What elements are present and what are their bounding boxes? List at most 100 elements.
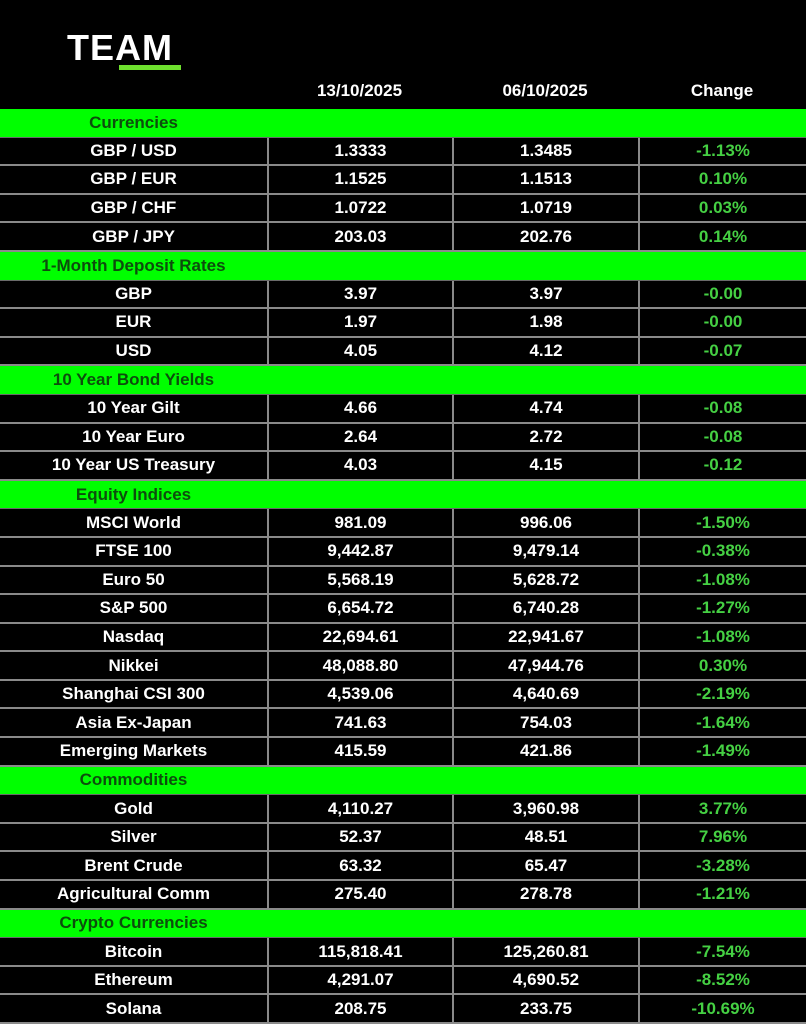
row-label: Silver	[110, 827, 157, 847]
row-label: Brent Crude	[84, 855, 183, 875]
current-value: 9,442.87	[267, 537, 452, 565]
table-row: GBP 3.97 3.97 -0.00	[0, 280, 806, 310]
previous-value: 233.75	[452, 995, 638, 1022]
row-label: Bitcoin	[104, 941, 163, 961]
section-header: Commodities	[0, 766, 806, 796]
row-label: Agricultural Comm	[56, 884, 211, 904]
current-value: 115,818.41	[267, 938, 452, 965]
previous-value: 9,479.14	[452, 537, 638, 565]
row-label: EUR	[115, 312, 152, 332]
current-value: 48,088.80	[267, 652, 452, 679]
table-row: GBP / CHF 1.0722 1.0719 0.03%	[0, 194, 806, 224]
current-value: 4,110.27	[267, 795, 452, 822]
previous-value: 4,640.69	[452, 680, 638, 708]
change-value: -1.21%	[638, 881, 806, 908]
row-label: Ethereum	[94, 970, 173, 990]
row-label: MSCI World	[85, 512, 182, 532]
table-row: MSCI World 981.09 996.06 -1.50%	[0, 509, 806, 538]
change-value: -2.19%	[638, 680, 806, 708]
current-value: 4.66	[267, 394, 452, 422]
previous-value: 3.97	[452, 280, 638, 308]
row-label: S&P 500	[99, 598, 168, 618]
previous-value: 3,960.98	[452, 795, 638, 822]
row-label: GBP	[115, 283, 152, 303]
current-value: 5,568.19	[267, 566, 452, 594]
previous-value: 1.98	[452, 309, 638, 336]
row-label: Nasdaq	[102, 626, 165, 646]
previous-value: 22,941.67	[452, 623, 638, 651]
change-value: 0.03%	[638, 194, 806, 222]
row-label: 10 Year Euro	[82, 426, 185, 446]
row-label: Shanghai CSI 300	[62, 684, 205, 704]
current-value: 52.37	[267, 823, 452, 851]
row-label: GBP / EUR	[90, 169, 177, 189]
team-logo: TEAM	[67, 30, 185, 72]
row-label: GBP / CHF	[90, 198, 177, 218]
current-value: 63.32	[267, 852, 452, 880]
header-current-date: 13/10/2025	[316, 81, 403, 100]
row-label: Gold	[114, 798, 153, 818]
current-value: 22,694.61	[267, 623, 452, 651]
section-title: Currencies	[89, 112, 178, 132]
current-value: 3.97	[267, 280, 452, 308]
change-value: 0.30%	[638, 652, 806, 679]
current-value: 4.03	[267, 452, 452, 479]
change-value: -1.08%	[638, 623, 806, 651]
change-value: -1.13%	[638, 137, 806, 165]
change-value: -1.49%	[638, 738, 806, 765]
logo-text: TEAM	[67, 27, 173, 68]
previous-value: 278.78	[452, 881, 638, 908]
current-value: 6,654.72	[267, 595, 452, 622]
table-row: GBP / EUR 1.1525 1.1513 0.10%	[0, 166, 806, 195]
section-title: Crypto Currencies	[59, 913, 208, 933]
table-row: Asia Ex-Japan 741.63 754.03 -1.64%	[0, 709, 806, 739]
current-value: 1.3333	[267, 137, 452, 165]
previous-value: 1.1513	[452, 166, 638, 193]
row-label: GBP / JPY	[92, 226, 175, 246]
row-label: Solana	[105, 998, 162, 1018]
current-value: 741.63	[267, 709, 452, 737]
row-label: Euro 50	[102, 569, 165, 589]
current-value: 2.64	[267, 423, 452, 451]
logo-underline	[119, 65, 181, 70]
change-value: -1.27%	[638, 595, 806, 622]
section-header: Currencies	[0, 109, 806, 138]
header-blank	[0, 81, 267, 109]
previous-value: 5,628.72	[452, 566, 638, 594]
table-row: Gold 4,110.27 3,960.98 3.77%	[0, 795, 806, 824]
section-title: Equity Indices	[75, 484, 192, 504]
previous-value: 6,740.28	[452, 595, 638, 622]
change-value: -0.00	[638, 309, 806, 336]
row-label: GBP / USD	[90, 140, 177, 160]
change-value: -0.12	[638, 452, 806, 479]
market-table: Currencies GBP / USD 1.3333 1.3485 -1.13% GBP…	[0, 109, 806, 1024]
previous-value: 202.76	[452, 223, 638, 250]
current-value: 208.75	[267, 995, 452, 1022]
current-value: 1.0722	[267, 194, 452, 222]
section-header: Crypto Currencies	[0, 909, 806, 939]
current-value: 1.1525	[267, 166, 452, 193]
change-value: -0.00	[638, 280, 806, 308]
change-value: 3.77%	[638, 795, 806, 822]
section-header: 10 Year Bond Yields	[0, 366, 806, 395]
row-label: Nikkei	[108, 655, 159, 675]
row-label: 10 Year Gilt	[87, 398, 180, 418]
previous-value: 1.3485	[452, 137, 638, 165]
change-value: -8.52%	[638, 966, 806, 994]
row-label: 10 Year US Treasury	[51, 455, 216, 475]
previous-value: 47,944.76	[452, 652, 638, 679]
previous-value: 421.86	[452, 738, 638, 765]
header-change: Change	[690, 81, 754, 100]
previous-value: 48.51	[452, 823, 638, 851]
current-value: 1.97	[267, 309, 452, 336]
change-value: -3.28%	[638, 852, 806, 880]
table-row: USD 4.05 4.12 -0.07	[0, 337, 806, 367]
table-row: Ethereum 4,291.07 4,690.52 -8.52%	[0, 966, 806, 996]
header-previous-date: 06/10/2025	[502, 81, 588, 100]
change-value: -1.08%	[638, 566, 806, 594]
row-label: Emerging Markets	[59, 741, 208, 761]
previous-value: 2.72	[452, 423, 638, 451]
table-row: Silver 52.37 48.51 7.96%	[0, 823, 806, 853]
previous-value: 4,690.52	[452, 966, 638, 994]
change-value: 0.14%	[638, 223, 806, 250]
